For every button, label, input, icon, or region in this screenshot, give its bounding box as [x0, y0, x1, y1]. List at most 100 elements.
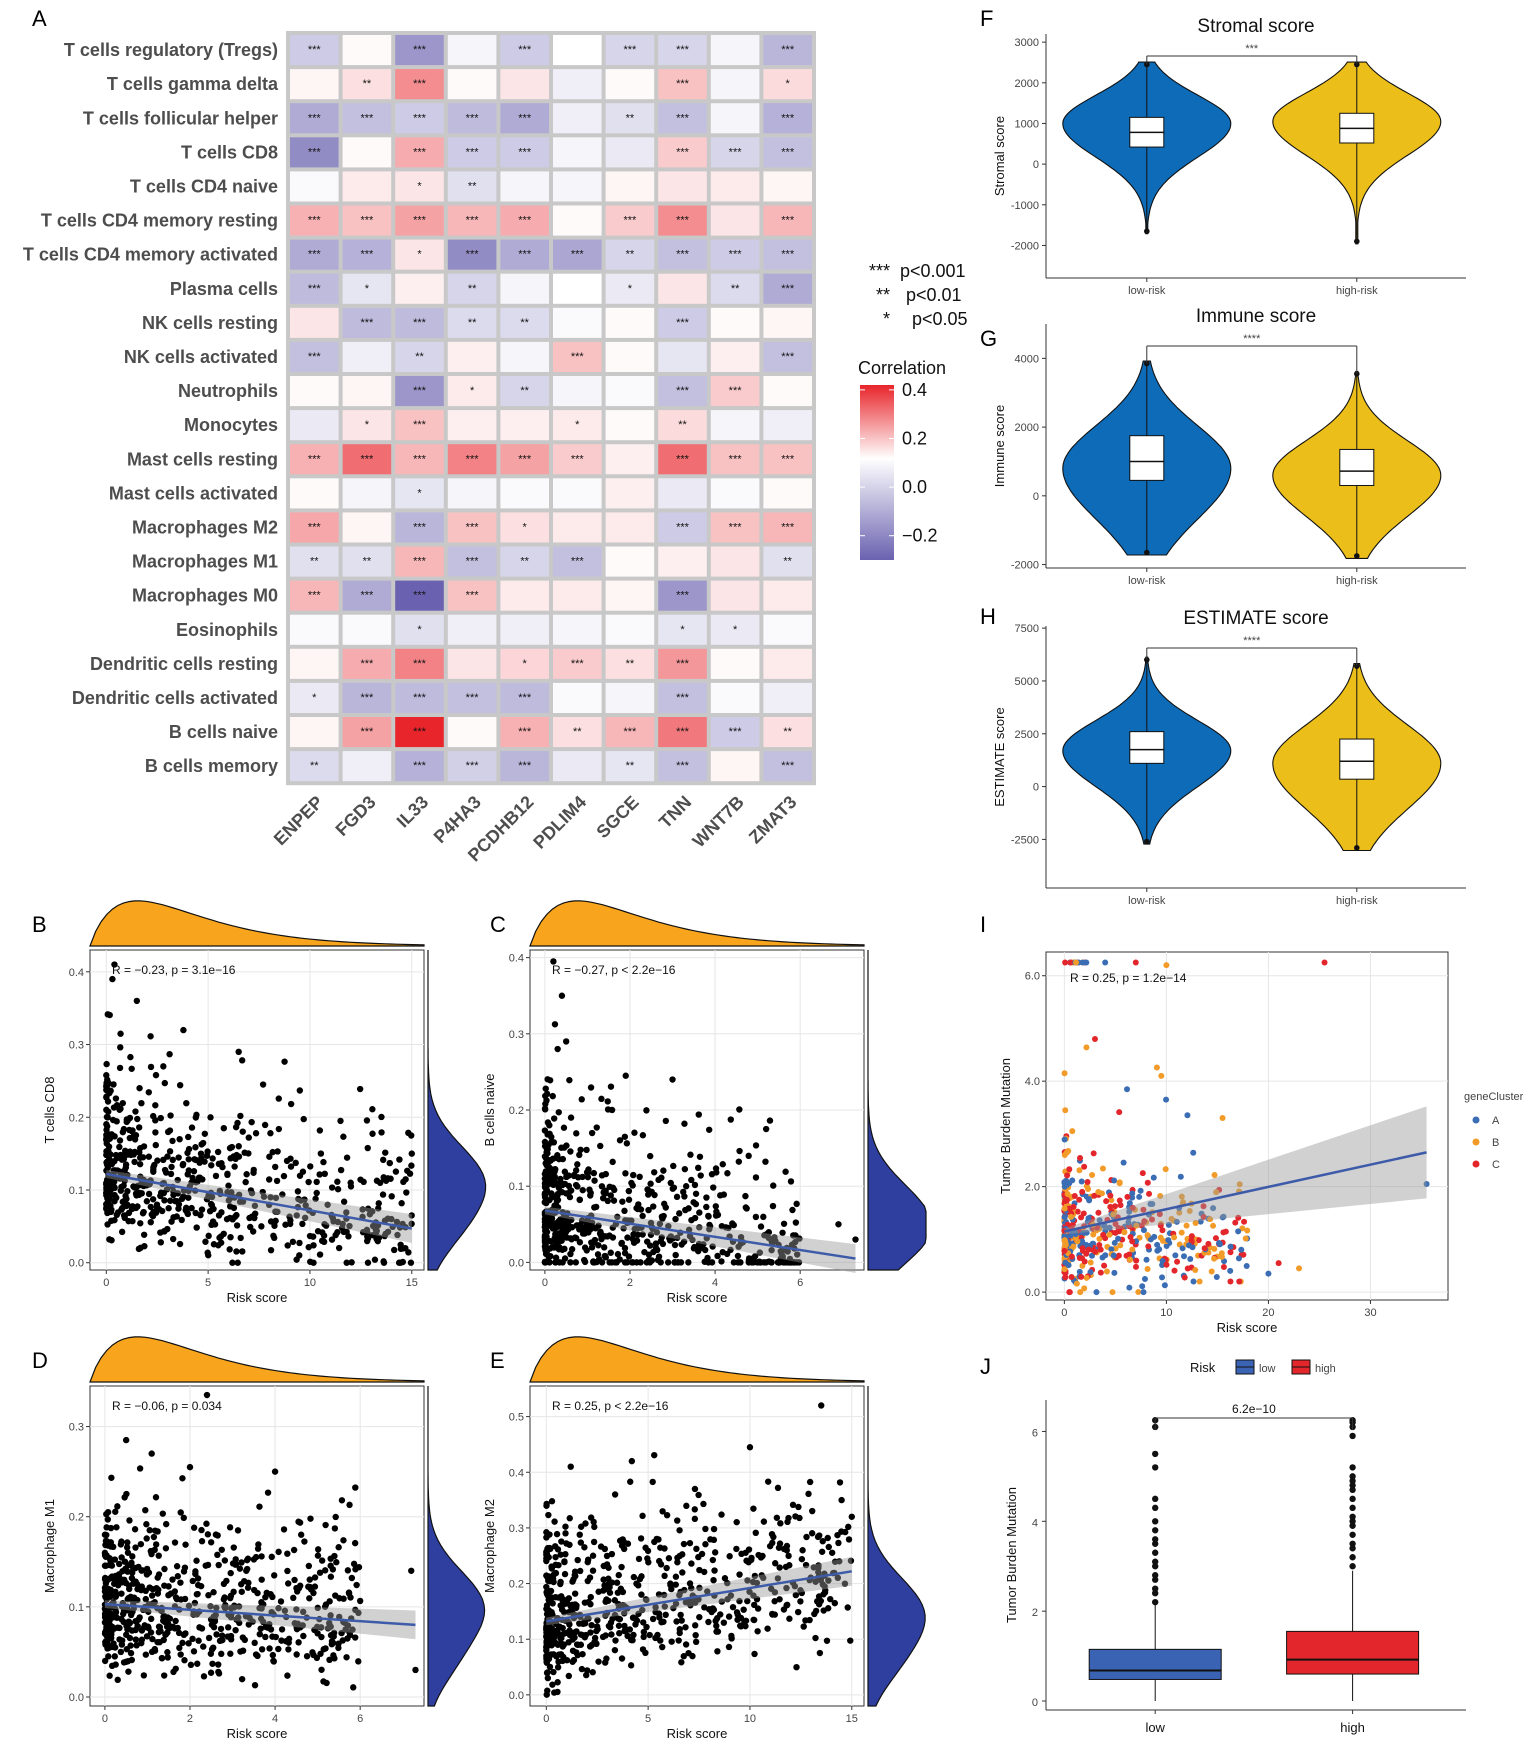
scatter-point: [628, 1636, 635, 1644]
scatter-point: [737, 1233, 745, 1241]
heatmap-row-label: B cells naive: [169, 722, 278, 742]
scatter-point: [281, 1607, 289, 1614]
scatter-point: [637, 1535, 645, 1542]
scatter-point: [314, 1546, 322, 1553]
scatter-point: [226, 1524, 234, 1531]
scatter-point: [584, 1556, 592, 1563]
heatmap-cell: [342, 512, 392, 543]
heatmap-row-label: T cells regulatory (Tregs): [64, 40, 278, 60]
heatmap-cell: [447, 103, 497, 134]
scatter-point: [1071, 1193, 1078, 1200]
scatter-point: [130, 1183, 137, 1190]
scatter-point: [343, 1654, 350, 1661]
scatter-point: [1081, 1163, 1088, 1170]
scatter-point: [1085, 1196, 1092, 1203]
scatter-point: [128, 1656, 136, 1664]
heatmap-cell: [710, 103, 760, 134]
scatter-point: [293, 1651, 300, 1658]
heatmap-cell: [290, 717, 339, 748]
heatmap-cell-stars: ***: [360, 249, 374, 261]
scatter-point: [320, 1238, 328, 1246]
marginal-density-x: [529, 900, 865, 947]
scatter-point: [1162, 1166, 1169, 1173]
heatmap-cell: [763, 341, 812, 372]
scatter-point: [1177, 1173, 1184, 1180]
heatmap-cell: [290, 239, 339, 270]
scatter-point: [103, 1189, 110, 1197]
scatter-point: [275, 1125, 283, 1133]
scatter-point: [232, 1123, 240, 1131]
y-tick-label: 0.5: [509, 1412, 524, 1424]
scatter-point: [639, 1606, 646, 1614]
scatter-point: [634, 1231, 642, 1238]
scatter-point: [1076, 1255, 1083, 1262]
scatter-point: [227, 1632, 235, 1640]
heatmap-cell-stars: ***: [413, 726, 427, 738]
scatter-point: [789, 1501, 797, 1509]
heatmap-cell: [553, 648, 602, 679]
scatter-point: [769, 1202, 777, 1210]
scatter-point: [706, 1223, 714, 1230]
heatmap-cell: [500, 205, 549, 236]
heatmap-cell: [395, 137, 444, 168]
scatter-point: [651, 1451, 658, 1459]
scatter-point: [675, 1637, 682, 1644]
heatmap-row-label: Dendritic cells resting: [90, 654, 278, 674]
scatter-point: [1138, 1222, 1145, 1229]
heatmap-cell: [763, 751, 812, 782]
heatmap-cell-stars: ***: [729, 249, 743, 261]
scatter-point: [624, 1632, 631, 1640]
scatter-point: [101, 1549, 109, 1557]
scatter-point: [347, 1594, 354, 1601]
scatter-point: [551, 1689, 558, 1696]
scatter-point: [1154, 1241, 1161, 1248]
heatmap-cell: [342, 546, 392, 577]
scatter-point: [650, 1203, 657, 1210]
heatmap-row-label: Macrophages M1: [132, 552, 278, 572]
scatter-point: [806, 1478, 814, 1486]
scatter-point: [624, 1540, 632, 1547]
heatmap-cell-stars: *: [417, 180, 422, 192]
scatter-point: [132, 1108, 139, 1115]
scatter-point: [688, 1584, 695, 1592]
scatter-point: [343, 1259, 350, 1266]
sig-legend-label: p<0.01: [906, 285, 962, 305]
scatter-point: [691, 1515, 699, 1523]
scatter-point: [125, 1618, 133, 1625]
scatter-point: [587, 1084, 595, 1091]
heatmap-cell: [763, 648, 812, 679]
scatter-point: [1144, 1266, 1151, 1273]
scatter-point: [632, 1615, 639, 1623]
y-axis-label: Immune score: [992, 405, 1007, 487]
scatter-point: [599, 1194, 607, 1202]
x-tick-label: low-risk: [1128, 895, 1166, 907]
heatmap-cell: [553, 376, 602, 407]
scatter-point: [390, 1246, 398, 1254]
scatter-point: [218, 1632, 226, 1639]
heatmap-cell-stars: ***: [308, 351, 322, 363]
heatmap-cell: [290, 614, 339, 645]
scatter-point: [751, 1650, 758, 1658]
scatter-point: [663, 1511, 671, 1519]
scatter-point: [733, 1609, 741, 1616]
scatter-point: [608, 1106, 616, 1114]
box-outlier: [1349, 1464, 1356, 1471]
scatter-point: [595, 1242, 602, 1249]
x-tick-label: 2: [187, 1713, 193, 1725]
scatter-point: [1061, 1247, 1068, 1254]
scatter-point: [326, 1656, 333, 1664]
heatmap-cell: [605, 648, 655, 679]
scatter-point: [174, 1190, 182, 1197]
scatter-point: [1232, 1219, 1239, 1226]
x-tick-label: 10: [1160, 1307, 1172, 1319]
heatmap-cell-stars: ***: [518, 760, 532, 772]
scatter-point: [611, 1186, 618, 1194]
scatter-point: [554, 1045, 561, 1053]
scatter-point: [162, 1545, 170, 1552]
scatter-point: [185, 1194, 192, 1201]
scatter-point: [1116, 1109, 1123, 1116]
heatmap-cell: [710, 648, 760, 679]
scatter-point: [116, 1064, 124, 1072]
scatter-point: [137, 1540, 145, 1548]
legend-label: B: [1492, 1137, 1499, 1149]
